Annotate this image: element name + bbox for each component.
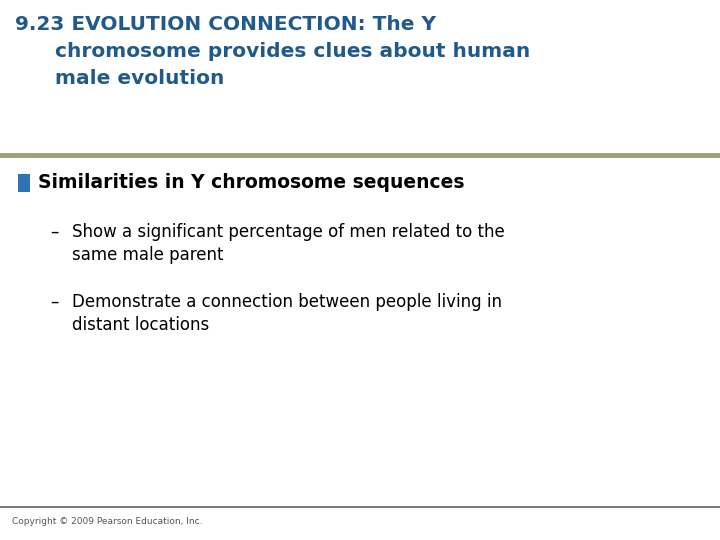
Text: distant locations: distant locations	[72, 316, 210, 334]
Text: Copyright © 2009 Pearson Education, Inc.: Copyright © 2009 Pearson Education, Inc.	[12, 517, 202, 526]
Text: Similarities in Y chromosome sequences: Similarities in Y chromosome sequences	[38, 173, 464, 192]
Text: 9.23 EVOLUTION CONNECTION: The Y: 9.23 EVOLUTION CONNECTION: The Y	[15, 15, 436, 34]
Text: –: –	[50, 293, 58, 311]
Text: same male parent: same male parent	[72, 246, 223, 264]
Text: male evolution: male evolution	[55, 69, 225, 88]
Text: Demonstrate a connection between people living in: Demonstrate a connection between people …	[72, 293, 502, 311]
Text: Show a significant percentage of men related to the: Show a significant percentage of men rel…	[72, 223, 505, 241]
Text: chromosome provides clues about human: chromosome provides clues about human	[55, 42, 530, 61]
Text: –: –	[50, 223, 58, 241]
Bar	[18, 174, 30, 192]
